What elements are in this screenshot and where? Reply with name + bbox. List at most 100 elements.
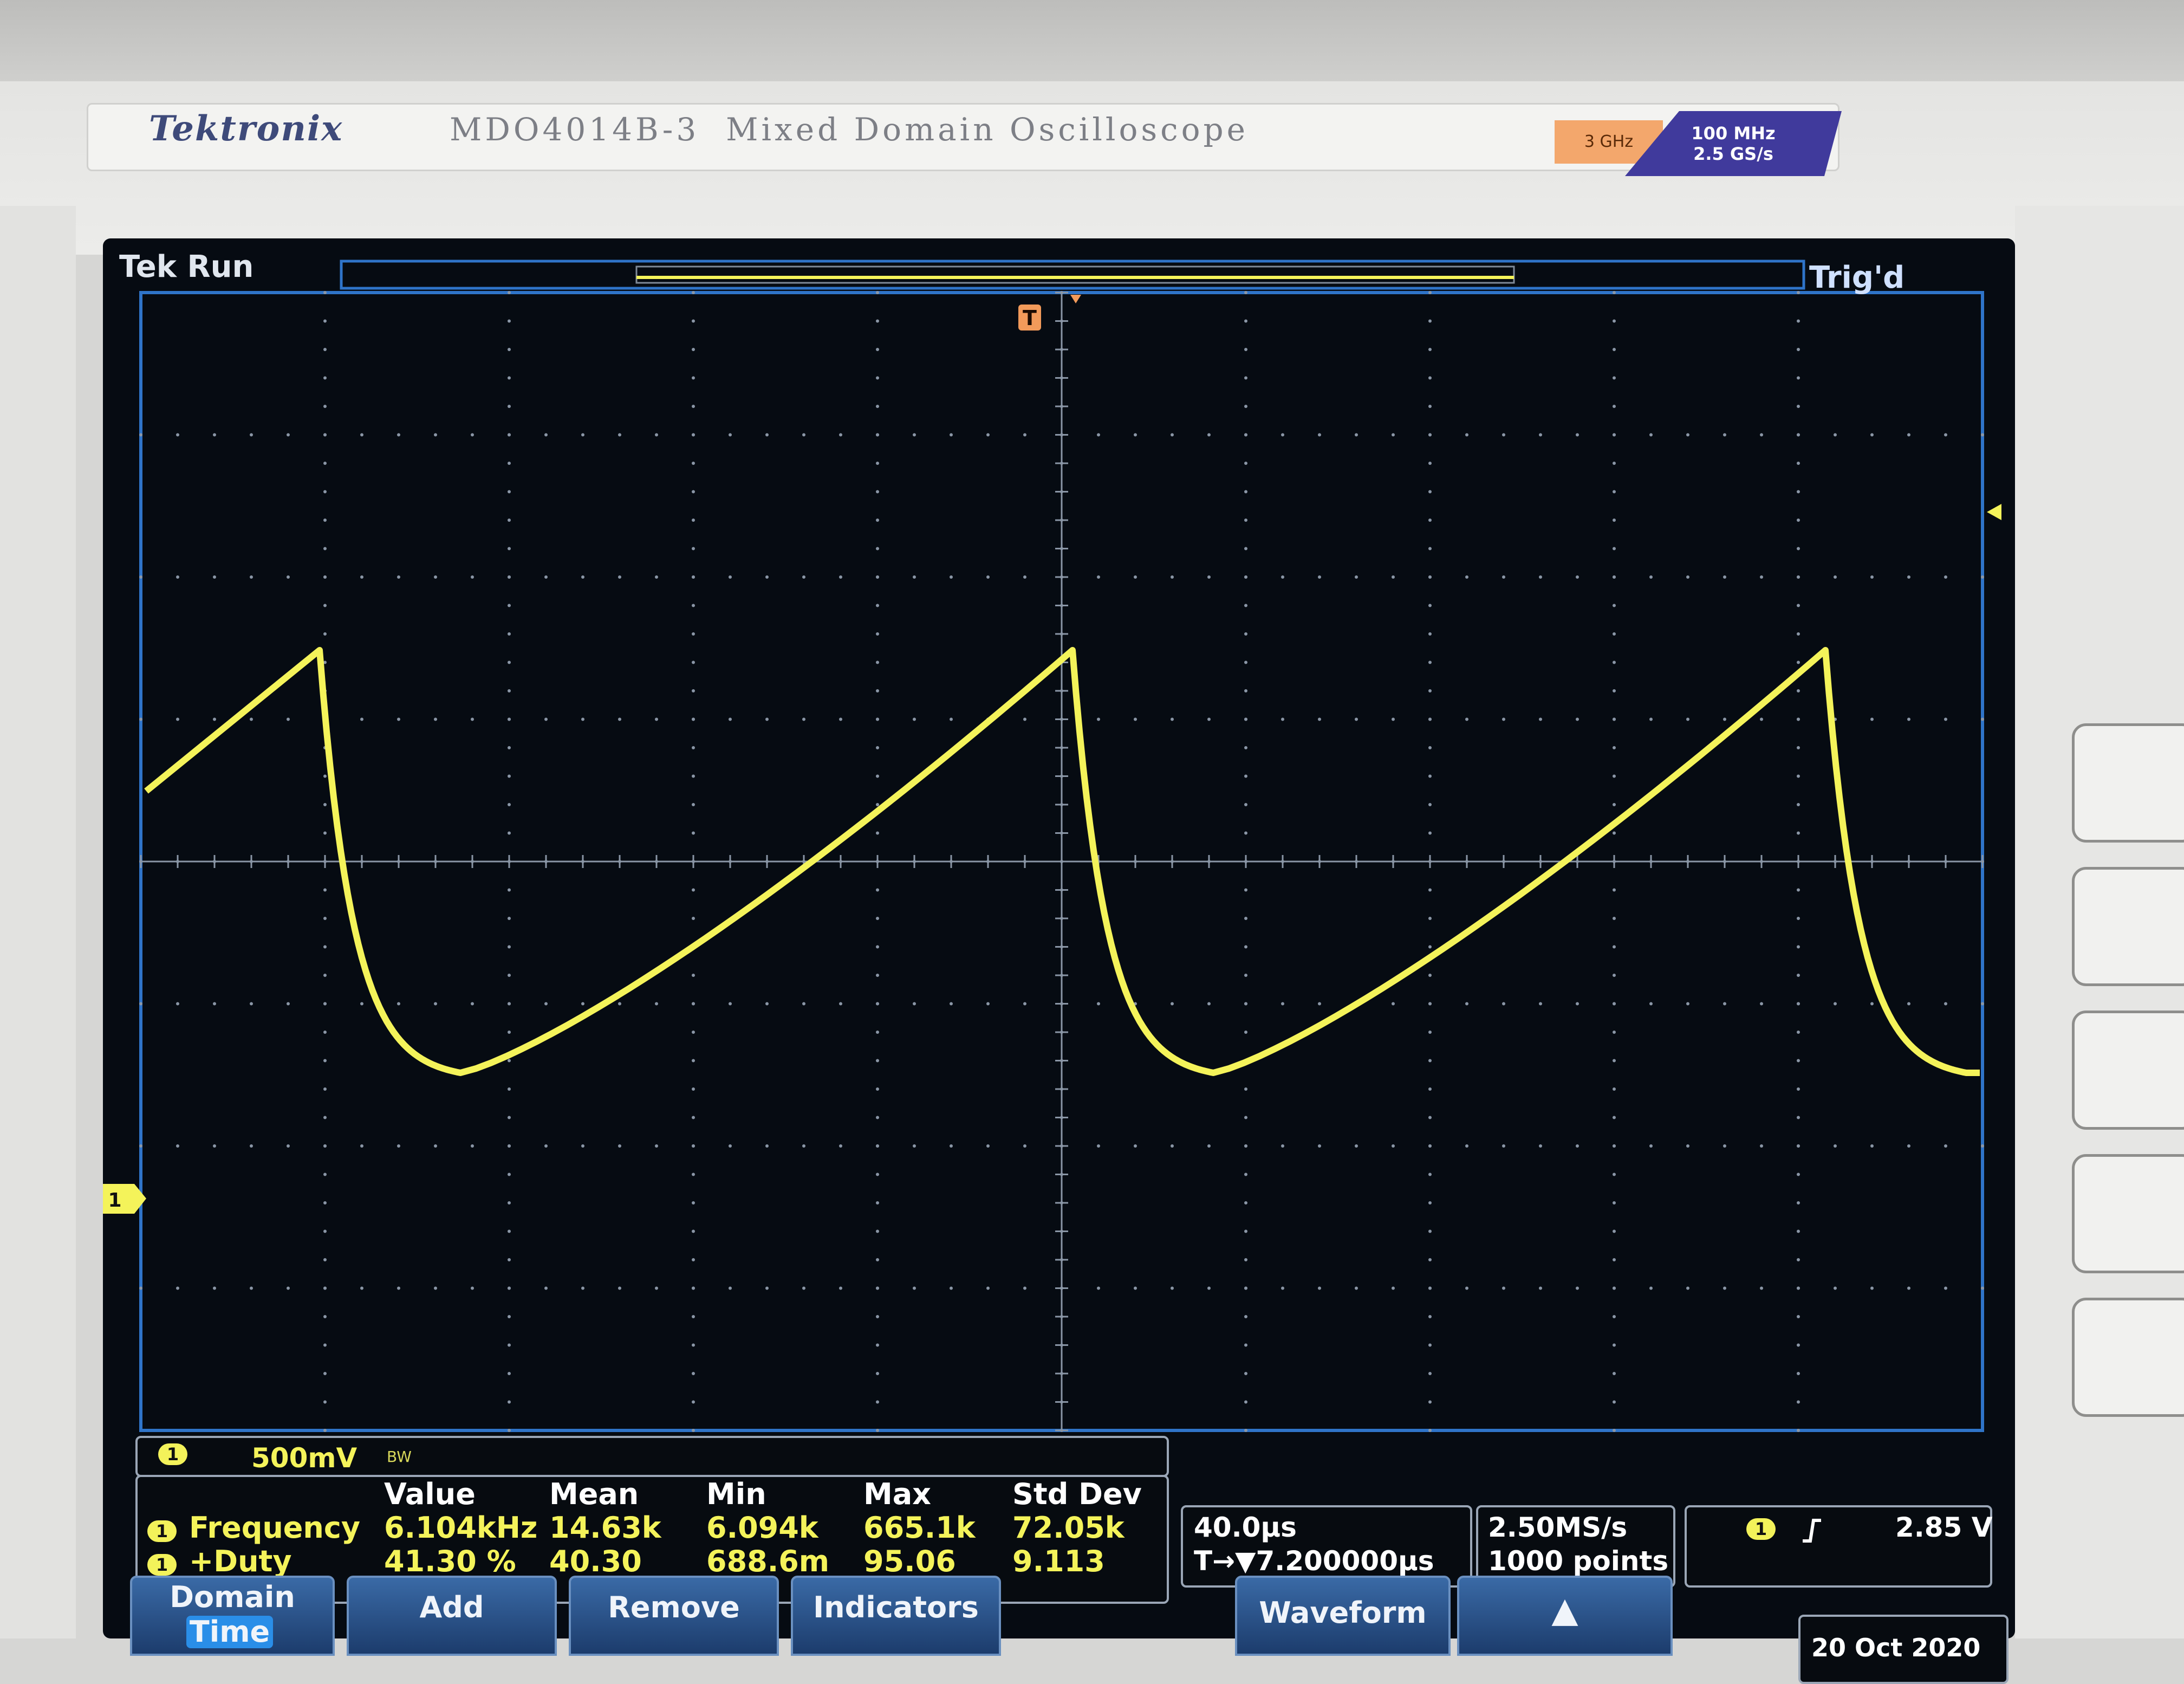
more-menu-button[interactable]: ▲ [1457,1576,1673,1656]
trigger-level-arrow-icon[interactable] [1987,504,2001,520]
grid-dot [1244,575,1247,579]
grid-dot [692,1002,695,1006]
grid-dot [323,519,327,522]
acquisition-status[interactable]: Tek Run [119,249,254,284]
grid-dot [471,433,474,437]
domain-label: Domain [170,1580,295,1614]
grid-dot [323,1229,327,1233]
grid-dot [913,433,916,437]
grid-dot [802,717,805,721]
grid-dot [839,1286,842,1290]
grid-dot [876,1286,879,1290]
side-menu-button-2[interactable] [2072,867,2184,986]
grid-dot [397,1144,400,1148]
indicators-button[interactable]: Indicators [791,1576,1001,1656]
grid-dot [618,1286,621,1290]
grid-dot [692,717,695,721]
grid-dot [508,774,511,778]
grid-dot [1797,462,1800,465]
grid-dot [876,1372,879,1375]
table-cell: 40.30 [549,1544,642,1578]
grid-dot [1134,433,1137,437]
side-menu-button-5[interactable] [2072,1298,2184,1417]
grid-dot [323,490,327,494]
waveform-display[interactable]: T 1 [103,238,2015,1638]
date-readout: 20 Oct 2020 [1798,1615,2008,1684]
grid-dot [139,1002,142,1006]
grid-dot [471,1286,474,1290]
side-menu-button-1[interactable] [2072,723,2184,843]
grid-dot [692,888,695,892]
grid-dot [1428,660,1432,664]
grid-dot [1613,689,1616,692]
grid-dot [176,1002,179,1006]
grid-dot [1355,575,1358,579]
grid-dot [1281,1144,1284,1148]
grid-dot [1244,604,1247,607]
brand-logo: Tektronix [149,108,343,149]
grid-dot [1281,1286,1284,1290]
grid-dot [323,917,327,920]
grid-dot [692,774,695,778]
bezel-left [0,206,76,1638]
grid-dot [360,433,363,437]
grid-dot [1097,575,1100,579]
grid-dot [692,1286,695,1290]
grid-dot [323,604,327,607]
channel-1-ground-marker[interactable]: 1 [103,1184,146,1214]
grid-dot [1207,433,1211,437]
remove-button[interactable]: Remove [569,1576,779,1656]
grid-dot [876,974,879,977]
add-button[interactable]: Add [347,1576,557,1656]
grid-dot [1797,1429,1800,1432]
grid-dot [692,831,695,835]
grid-dot [1539,1144,1542,1148]
grid-dot [471,1002,474,1006]
channel-1-readout[interactable]: 1 500mV BW [135,1436,1169,1477]
grid-dot [1613,831,1616,835]
grid-dot [323,1059,327,1063]
grid-dot [1797,376,1800,380]
grid-dot [1244,1315,1247,1318]
grid-dot [1981,433,1984,437]
channel-1-trace [144,647,1980,1076]
grid-dot [1613,803,1616,806]
grid-dot [508,348,511,351]
table-cell: 688.6m [706,1544,830,1578]
grid-dot [1797,945,1800,949]
grid-dot [692,632,695,636]
grid-dot [839,433,842,437]
timebase-readout[interactable]: 40.0µs T→▼7.200000µs [1181,1505,1472,1588]
grid-dot [655,433,658,437]
side-menu-button-4[interactable] [2072,1154,2184,1273]
grid-dot [176,1144,179,1148]
grid-dot [1907,433,1910,437]
grid-dot [1797,490,1800,494]
domain-menu-button[interactable]: Domain Time [130,1576,335,1656]
grid-dot [692,1116,695,1119]
grid-dot [876,1258,879,1261]
waveform-button[interactable]: Waveform [1235,1576,1451,1656]
grid-dot [986,1144,990,1148]
grid-dot [1797,917,1800,920]
grid-dot [434,1002,437,1006]
horizontal-scale: 40.0µs [1194,1512,1297,1543]
grid-dot [1428,1372,1432,1375]
grid-dot [1613,888,1616,892]
grid-dot [1171,575,1174,579]
grid-dot [508,974,511,977]
trigger-readout[interactable]: 1 2.85 V [1685,1505,1992,1588]
grid-dot [1649,575,1653,579]
grid-dot [1428,1429,1432,1432]
record-length: 1000 points [1488,1545,1669,1577]
grid-dot [1502,1002,1505,1006]
grid-dot [1355,1286,1358,1290]
grid-dot [913,1144,916,1148]
side-menu-button-3[interactable] [2072,1011,2184,1130]
grid-dot [1502,1144,1505,1148]
grid-dot [1576,1144,1579,1148]
grid-dot [1613,575,1616,579]
grid-dot [1207,1144,1211,1148]
grid-dot [618,433,621,437]
grid-dot [1318,1144,1321,1148]
